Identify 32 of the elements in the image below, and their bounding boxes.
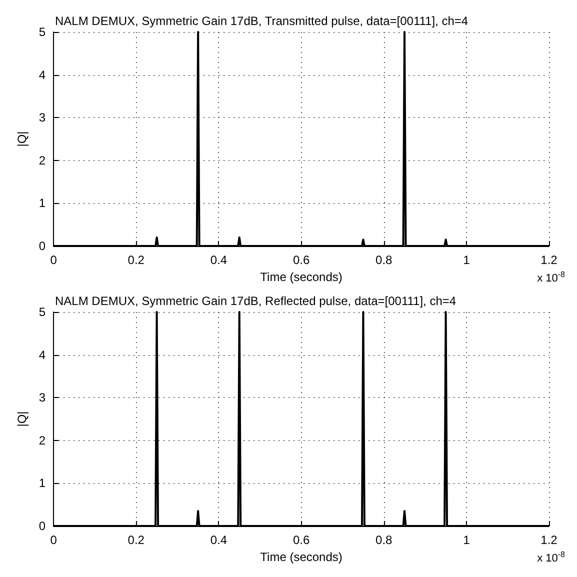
y-tick-label: 5 [38,25,46,39]
y-axis-title: |Q| [15,131,29,147]
x-tick-label: 0.4 [210,253,228,267]
y-tick-label: 2 [38,153,46,168]
y-tick-label: 0 [38,519,46,533]
x-tick-label: 0.2 [128,253,145,267]
y-tick-label: 1 [38,476,46,490]
y-tick-label: 5 [38,305,46,319]
y-tick-label: 4 [38,68,46,82]
y-tick-label: 4 [38,348,46,362]
x-tick-label: 0.8 [376,533,393,547]
x-tick-label: 0.4 [210,533,228,547]
x-tick-label: 1.2 [540,533,558,547]
x-axis-title: Time (seconds) [260,550,342,564]
y-tick-label: 0 [38,239,46,253]
x-tick-label: 0.6 [292,533,310,547]
x-tick-label: 0 [50,533,58,547]
y-tick-label: 2 [38,433,46,448]
y-tick-label: 1 [38,196,46,210]
x-tick-label: 0.6 [292,253,310,267]
y-tick-label: 3 [38,110,46,125]
chart-title: NALM DEMUX, Symmetric Gain 17dB, Reflected pulse, data=[00111], ch=4 [55,294,456,308]
y-tick-label: 3 [38,390,46,405]
x-axis-title: Time (seconds) [260,270,342,284]
x-tick-label: 0 [50,253,58,267]
y-axis-title: |Q| [15,411,29,427]
x-tick-label: 1.2 [540,253,558,267]
chart-title: NALM DEMUX, Symmetric Gain 17dB, Transmitted pulse, data=[00111], ch=4 [55,14,468,28]
x-tick-label: 0.8 [376,253,393,267]
x-tick-label: 0.2 [128,533,145,547]
x-tick-label: 1 [463,533,470,547]
x-tick-label: 1 [463,253,470,267]
